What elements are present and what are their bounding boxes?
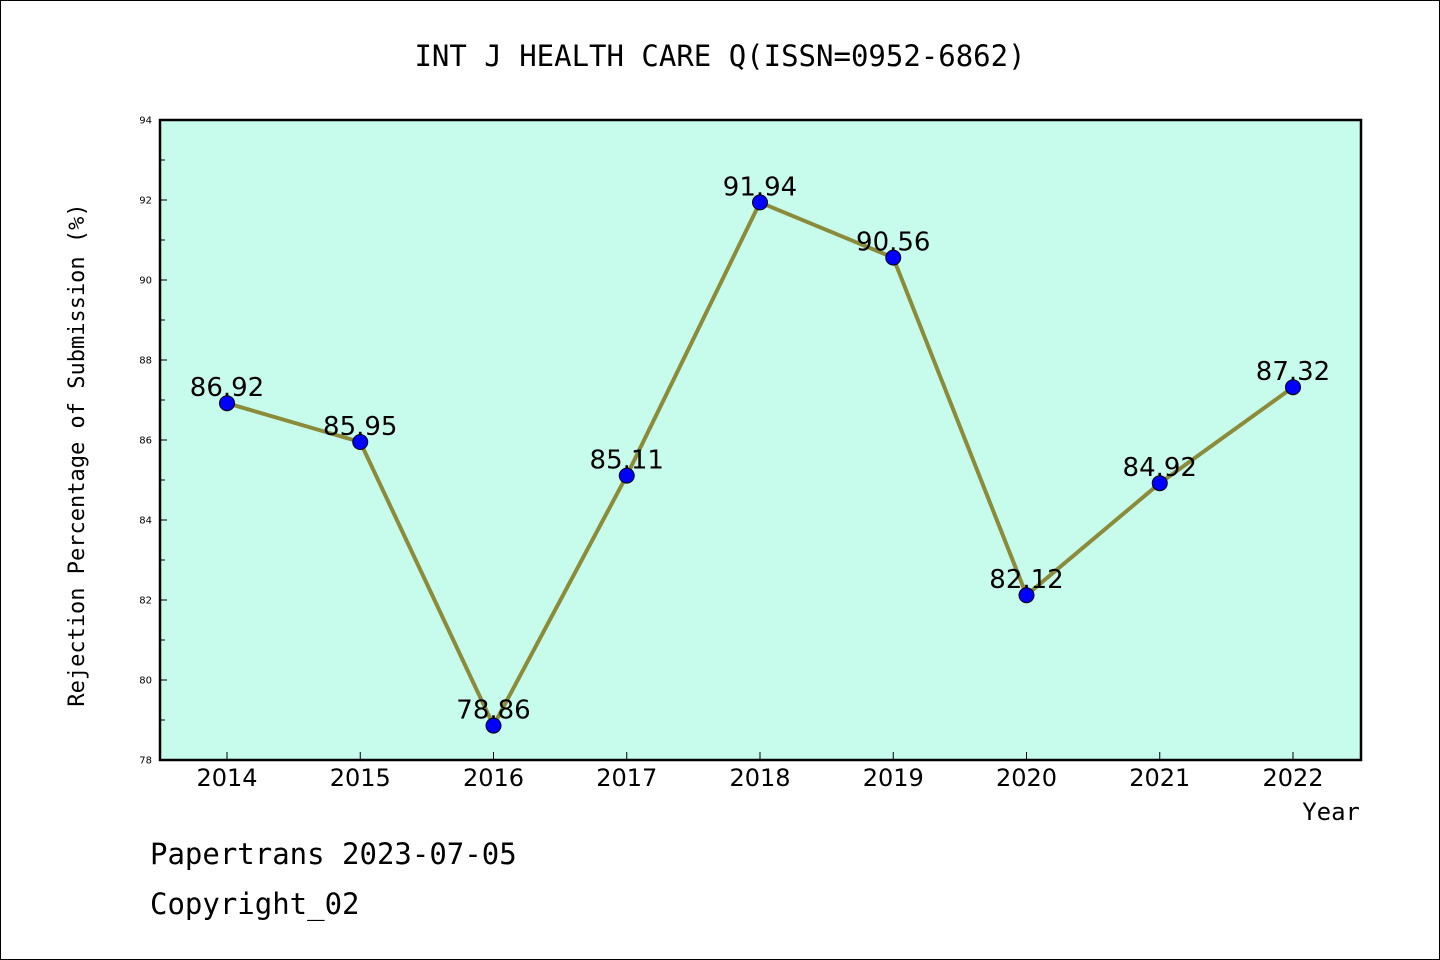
y-tick-label: 78 bbox=[139, 756, 152, 767]
data-point bbox=[1151, 475, 1168, 492]
footer-copyright: Copyright_02 bbox=[150, 887, 360, 922]
data-label: 85.11 bbox=[590, 446, 664, 476]
x-tick-label: 2021 bbox=[1129, 764, 1190, 792]
data-label: 87.32 bbox=[1256, 357, 1330, 387]
data-label: 85.95 bbox=[323, 412, 397, 442]
data-label: 91.94 bbox=[723, 172, 797, 202]
y-tick-label: 86 bbox=[139, 436, 152, 447]
x-tick-label: 2019 bbox=[863, 764, 924, 792]
chart-title: INT J HEALTH CARE Q(ISSN=0952-6862) bbox=[414, 39, 1025, 73]
data-point bbox=[1018, 587, 1035, 604]
x-tick-label: 2014 bbox=[196, 764, 257, 792]
data-label: 84.92 bbox=[1123, 453, 1197, 483]
y-axis-label: Rejection Percentage of Submission (%) bbox=[65, 203, 90, 706]
data-points bbox=[219, 194, 1301, 734]
y-tick-label: 88 bbox=[139, 356, 152, 367]
data-point bbox=[219, 395, 235, 412]
y-tick-label: 82 bbox=[139, 596, 152, 607]
data-point bbox=[352, 434, 369, 450]
x-tick-label: 2018 bbox=[729, 764, 790, 792]
y-tick-label: 94 bbox=[139, 116, 152, 127]
data-point bbox=[618, 467, 635, 484]
footer-date: Papertrans 2023-07-05 bbox=[150, 837, 517, 871]
y-tick-label: 84 bbox=[139, 516, 152, 527]
x-axis-label: Year bbox=[1302, 798, 1360, 826]
x-tick-label: 2016 bbox=[463, 764, 524, 792]
x-tick-label: 2015 bbox=[330, 764, 391, 792]
y-tick-label: 92 bbox=[139, 196, 152, 207]
data-label: 82.12 bbox=[989, 565, 1063, 595]
data-label: 78.86 bbox=[456, 696, 530, 726]
x-tick-label: 2020 bbox=[996, 764, 1057, 792]
x-axis-ticks: 2014 2015 2016 2017 2018 2019 2020 2021 2022 bbox=[196, 752, 1324, 792]
x-tick-label: 2022 bbox=[1262, 764, 1323, 792]
data-point bbox=[885, 249, 902, 266]
data-point bbox=[752, 194, 768, 211]
data-labels: 86.92 85.95 78.86 85.11 91.94 90.56 82.12 84.92… bbox=[190, 172, 1330, 725]
data-label: 86.92 bbox=[190, 373, 264, 403]
y-tick-label: 90 bbox=[139, 276, 152, 287]
data-label: 90.56 bbox=[856, 228, 930, 258]
plot-border bbox=[158, 118, 1363, 762]
x-tick-label: 2017 bbox=[596, 764, 657, 792]
data-point bbox=[485, 717, 502, 734]
y-tick-label: 80 bbox=[139, 676, 152, 687]
data-point bbox=[1285, 379, 1301, 396]
